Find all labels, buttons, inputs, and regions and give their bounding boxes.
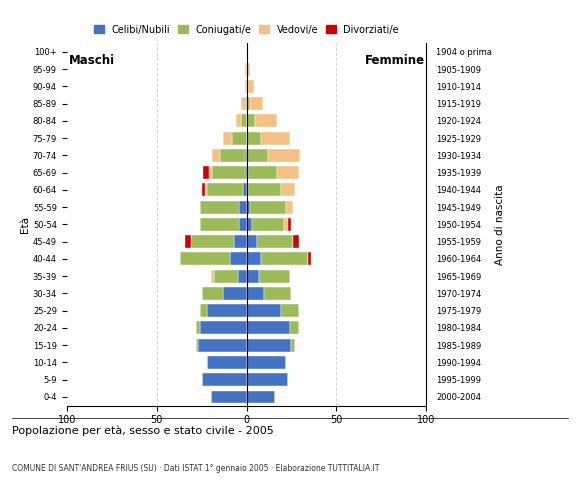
- Text: COMUNE DI SANT'ANDREA FRIUS (SU) · Dati ISTAT 1° gennaio 2005 · Elaborazione TUT: COMUNE DI SANT'ANDREA FRIUS (SU) · Dati …: [12, 464, 379, 473]
- Bar: [204, 166, 209, 179]
- Bar: [246, 287, 264, 300]
- Bar: [245, 62, 246, 75]
- Bar: [212, 166, 245, 179]
- Bar: [207, 183, 243, 196]
- Bar: [186, 235, 191, 248]
- Bar: [232, 132, 246, 144]
- Bar: [289, 322, 299, 335]
- Bar: [246, 132, 261, 144]
- Bar: [268, 149, 300, 162]
- Bar: [241, 97, 245, 110]
- Bar: [261, 132, 289, 144]
- Bar: [200, 304, 207, 317]
- Bar: [288, 218, 291, 231]
- Bar: [180, 252, 230, 265]
- Bar: [286, 201, 293, 214]
- Bar: [307, 252, 311, 265]
- Bar: [245, 166, 246, 179]
- Bar: [202, 287, 223, 300]
- Bar: [200, 322, 246, 335]
- Bar: [246, 322, 289, 335]
- Bar: [243, 183, 246, 196]
- Bar: [281, 304, 299, 317]
- Bar: [211, 391, 246, 404]
- Bar: [250, 201, 286, 214]
- Bar: [284, 218, 288, 231]
- Bar: [207, 356, 246, 369]
- Bar: [246, 356, 286, 369]
- Bar: [207, 304, 246, 317]
- Bar: [248, 166, 277, 179]
- Bar: [200, 218, 240, 231]
- Bar: [198, 339, 246, 352]
- Y-axis label: Età: Età: [20, 216, 30, 233]
- Bar: [246, 201, 250, 214]
- Bar: [277, 166, 299, 179]
- Bar: [258, 235, 293, 248]
- Bar: [246, 339, 291, 352]
- Bar: [248, 80, 253, 93]
- Bar: [245, 149, 246, 162]
- Y-axis label: Anno di nascita: Anno di nascita: [495, 184, 505, 264]
- Bar: [246, 183, 248, 196]
- Bar: [246, 80, 248, 93]
- Bar: [252, 218, 284, 231]
- Bar: [248, 183, 281, 196]
- Bar: [246, 114, 255, 127]
- Legend: Celibi/Nubili, Coniugati/e, Vedovi/e, Divorziati/e: Celibi/Nubili, Coniugati/e, Vedovi/e, Di…: [94, 24, 399, 35]
- Bar: [223, 132, 232, 144]
- Bar: [241, 114, 246, 127]
- Bar: [235, 114, 241, 127]
- Bar: [246, 373, 288, 386]
- Bar: [281, 183, 295, 196]
- Bar: [246, 97, 250, 110]
- Bar: [246, 62, 250, 75]
- Bar: [255, 114, 277, 127]
- Bar: [212, 149, 219, 162]
- Text: Popolazione per età, sesso e stato civile - 2005: Popolazione per età, sesso e stato civil…: [12, 426, 273, 436]
- Bar: [200, 201, 240, 214]
- Bar: [261, 252, 307, 265]
- Bar: [202, 373, 246, 386]
- Bar: [291, 339, 295, 352]
- Bar: [238, 270, 246, 283]
- Bar: [209, 166, 212, 179]
- Bar: [214, 270, 238, 283]
- Bar: [223, 287, 246, 300]
- Bar: [246, 218, 252, 231]
- Bar: [246, 304, 281, 317]
- Bar: [211, 270, 214, 283]
- Bar: [246, 391, 276, 404]
- Bar: [246, 45, 248, 58]
- Bar: [293, 235, 299, 248]
- Bar: [202, 183, 205, 196]
- Bar: [246, 270, 259, 283]
- Bar: [240, 218, 246, 231]
- Bar: [246, 149, 268, 162]
- Bar: [245, 97, 246, 110]
- Bar: [234, 235, 246, 248]
- Bar: [246, 252, 261, 265]
- Bar: [240, 201, 246, 214]
- Bar: [191, 235, 234, 248]
- Bar: [205, 183, 207, 196]
- Bar: [246, 166, 248, 179]
- Bar: [219, 149, 245, 162]
- Bar: [245, 80, 246, 93]
- Bar: [259, 270, 289, 283]
- Bar: [230, 252, 246, 265]
- Bar: [196, 322, 200, 335]
- Text: Maschi: Maschi: [68, 54, 115, 67]
- Bar: [264, 287, 292, 300]
- Bar: [250, 97, 263, 110]
- Text: Femmine: Femmine: [364, 54, 425, 67]
- Bar: [196, 339, 198, 352]
- Bar: [246, 235, 258, 248]
